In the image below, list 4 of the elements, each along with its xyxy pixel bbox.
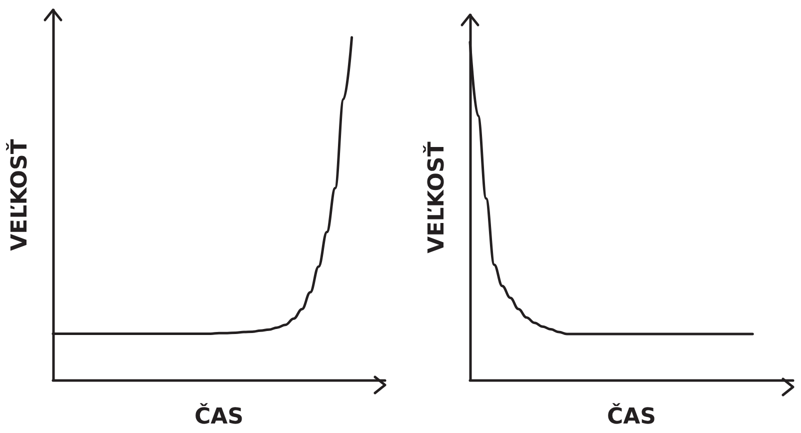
x-axis-title: ČAS (194, 402, 244, 430)
x-axis-title: ČAS (606, 402, 656, 430)
y-axis-title: VEĽKOSŤ (6, 139, 32, 251)
y-axis-title: VEĽKOSŤ (422, 142, 450, 254)
